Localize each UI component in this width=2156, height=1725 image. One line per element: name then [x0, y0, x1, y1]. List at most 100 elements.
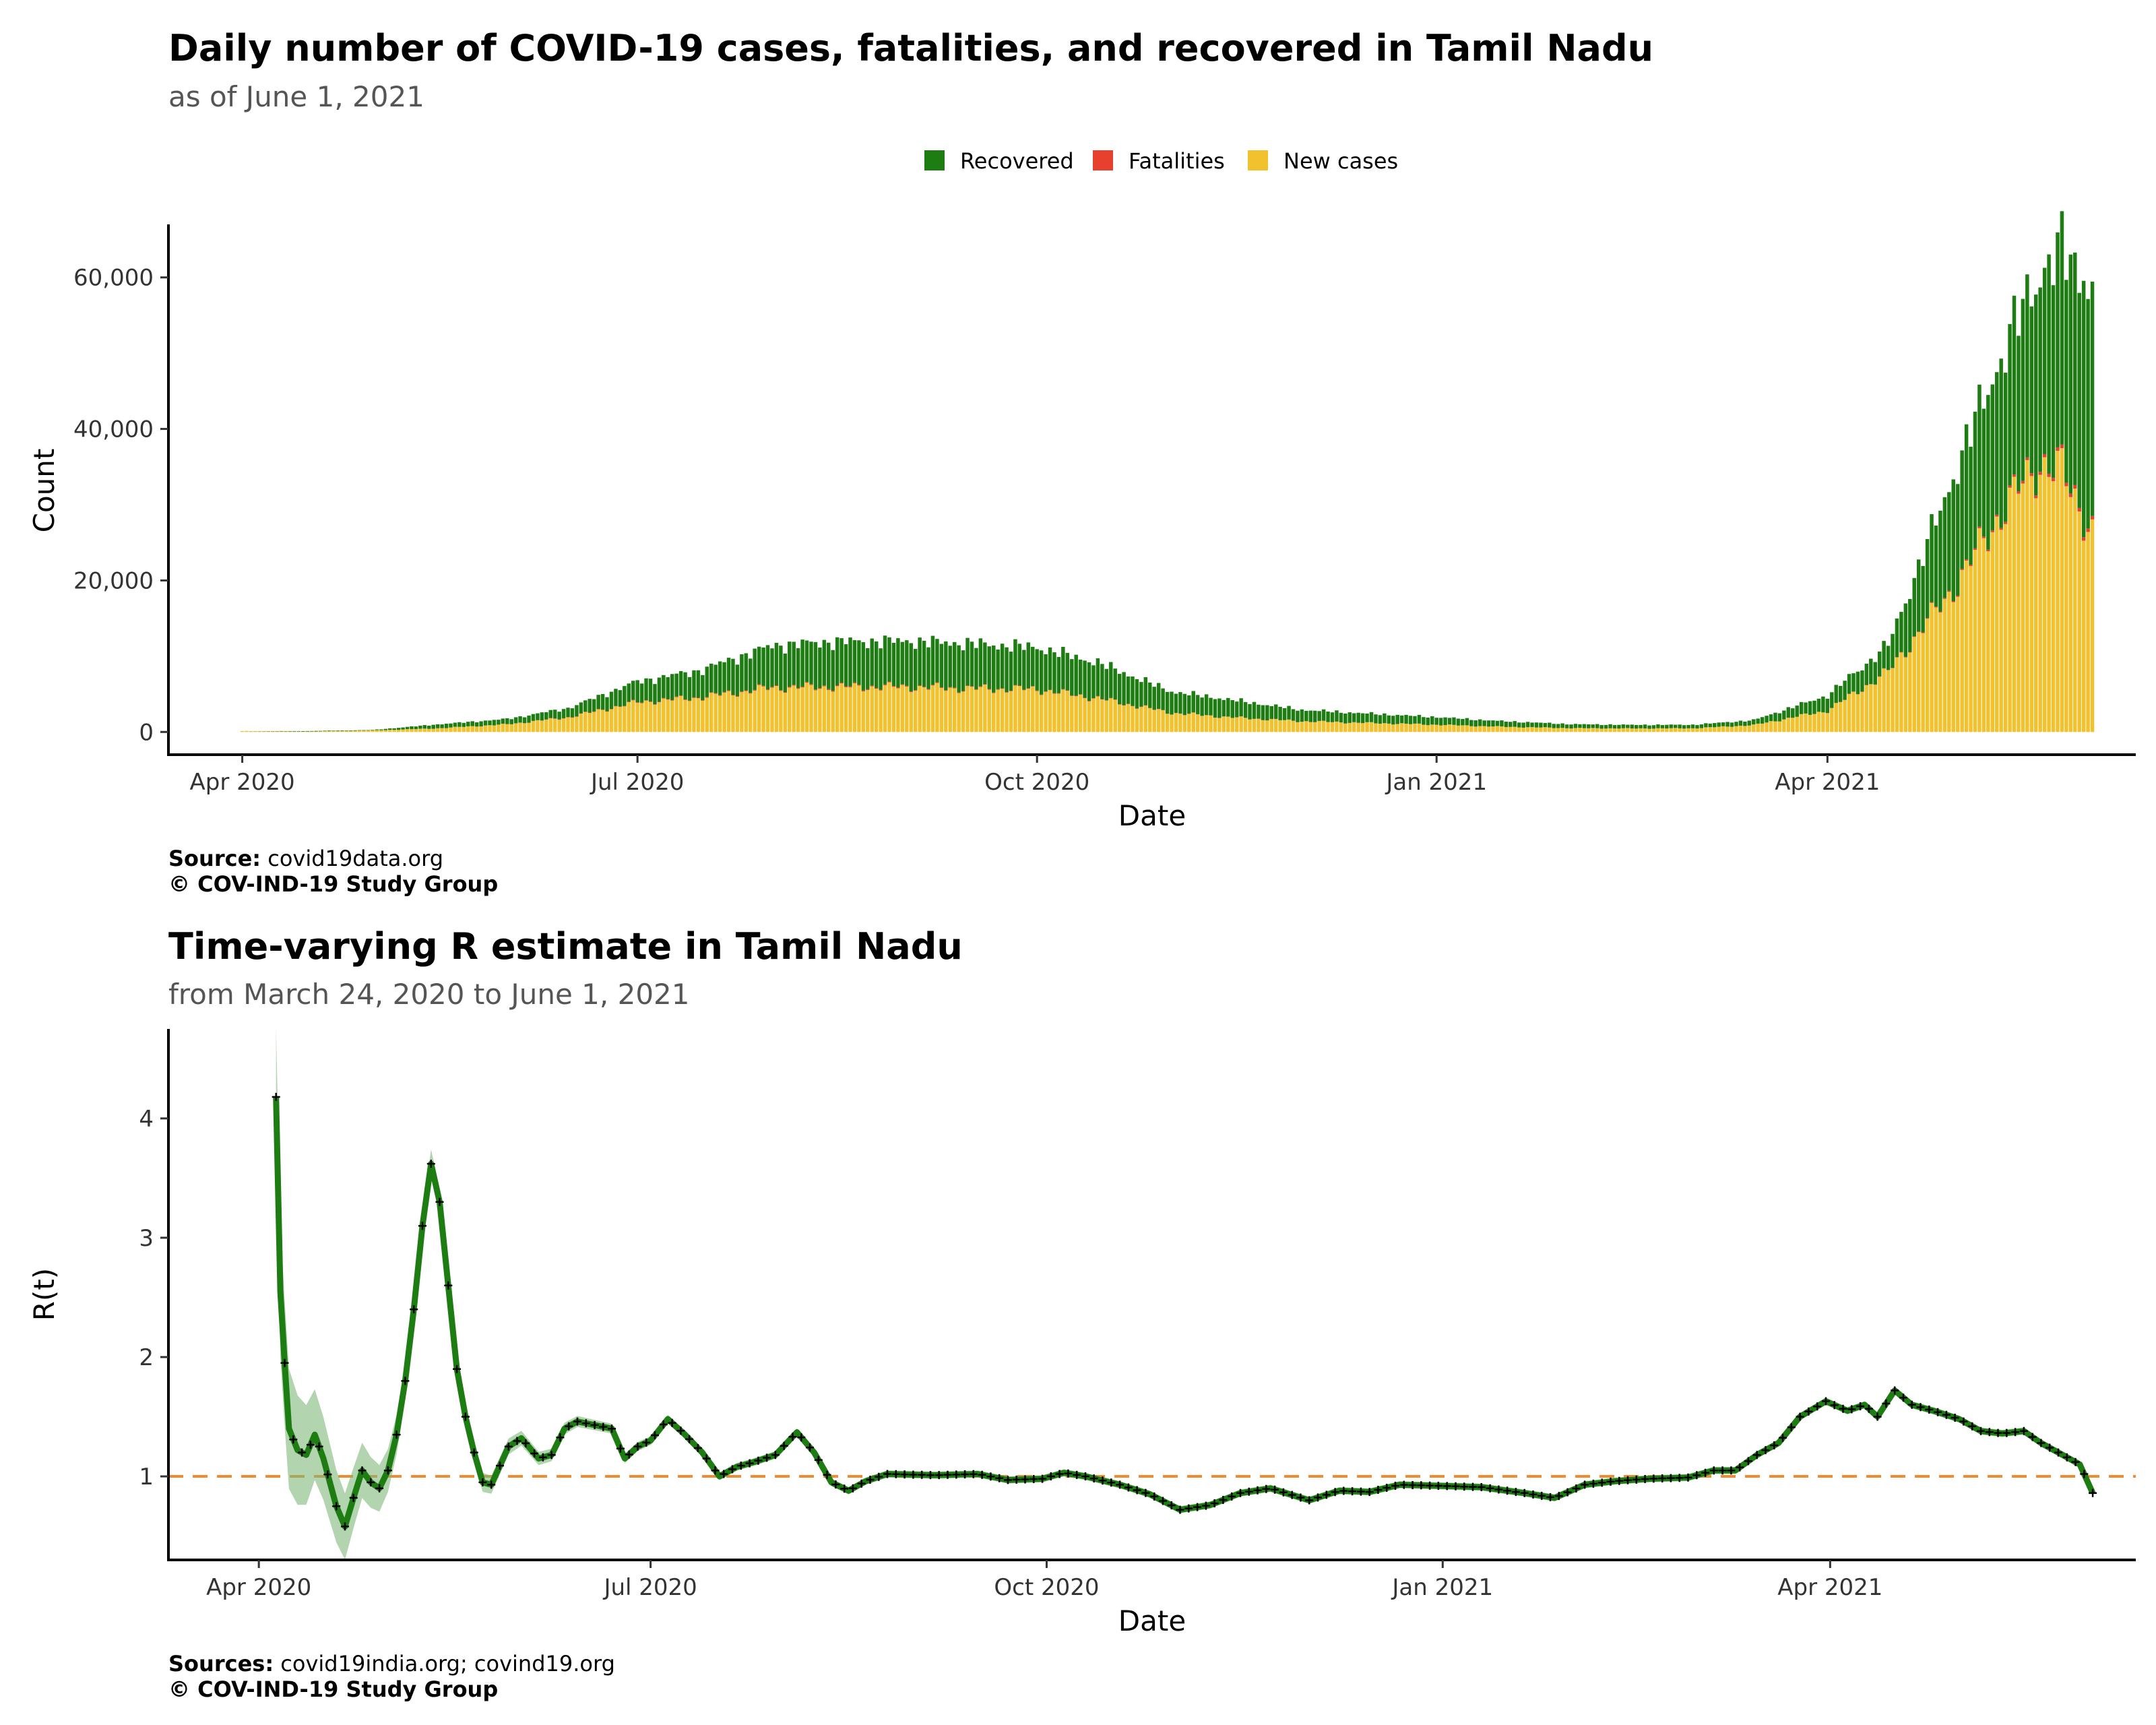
- r-point-marker: [1796, 1412, 1804, 1421]
- bar-recovered: [1013, 639, 1017, 685]
- bar-recovered: [1039, 650, 1044, 695]
- bar-recovered: [1912, 577, 1916, 637]
- bar-new-cases: [701, 700, 705, 732]
- r-point-marker: [736, 1462, 745, 1470]
- bar-new-cases: [827, 690, 831, 732]
- bar-new-cases: [609, 709, 614, 732]
- r-point-marker: [1632, 1475, 1641, 1484]
- bar-new-cases: [644, 700, 648, 732]
- bar-new-cases: [1317, 721, 1321, 732]
- bar-fatalities: [818, 688, 822, 689]
- bar-recovered: [1973, 411, 1977, 548]
- bar-fatalities: [1026, 688, 1031, 689]
- bar-fatalities: [2012, 474, 2017, 477]
- bar-recovered: [348, 730, 353, 731]
- bar-recovered: [709, 663, 714, 693]
- bar-new-cases: [1044, 691, 1048, 732]
- r-point-marker: [797, 1433, 806, 1442]
- bar-new-cases: [1564, 728, 1569, 732]
- bar-new-cases: [852, 683, 857, 732]
- bar-recovered: [544, 712, 548, 720]
- bar-new-cases: [1647, 728, 1651, 732]
- bar-new-cases: [1321, 720, 1326, 732]
- r-point-marker: [1511, 1488, 1520, 1497]
- bar-fatalities: [2025, 457, 2029, 460]
- bar-fatalities: [1895, 657, 1899, 658]
- bar-new-cases: [983, 685, 987, 732]
- bar-new-cases: [944, 691, 948, 732]
- bar-new-cases: [726, 691, 731, 732]
- bar-recovered: [653, 684, 657, 705]
- bar-recovered: [1587, 724, 1591, 728]
- bar-new-cases: [813, 690, 818, 732]
- r-point-marker: [289, 1435, 298, 1444]
- bar-new-cases: [318, 731, 323, 732]
- bar-recovered: [2029, 306, 2034, 474]
- bar-recovered: [583, 700, 588, 712]
- bar-fatalities: [1091, 698, 1096, 699]
- bar-fatalities: [644, 700, 648, 701]
- bar-new-cases: [965, 686, 970, 732]
- bar-new-cases: [388, 730, 392, 732]
- bar-recovered: [1955, 484, 1960, 596]
- r-point-marker: [306, 1441, 315, 1449]
- bar-recovered: [1312, 710, 1317, 722]
- bar-recovered: [1339, 712, 1343, 723]
- r-point-marker: [1141, 1488, 1150, 1497]
- r-point-marker: [332, 1502, 341, 1511]
- bar-new-cases: [635, 702, 639, 732]
- bar-recovered: [740, 654, 744, 692]
- r-point-marker: [1046, 1472, 1055, 1480]
- bar-recovered: [1612, 725, 1617, 729]
- bar-new-cases: [1908, 652, 1912, 732]
- bar-fatalities: [1934, 606, 1938, 608]
- r-point-marker: [556, 1433, 565, 1442]
- x-tick-label: Jan 2021: [1391, 1574, 1493, 1601]
- bar-new-cases: [757, 685, 761, 732]
- bar-new-cases: [2081, 540, 2086, 732]
- bar-recovered: [1365, 714, 1369, 722]
- bar-new-cases: [266, 731, 270, 732]
- bar-new-cases: [687, 701, 692, 732]
- bar-new-cases: [1182, 715, 1187, 732]
- bar-new-cases: [262, 731, 266, 732]
- bar-recovered: [614, 689, 618, 706]
- bar-recovered: [783, 653, 788, 693]
- chart-1-source-label: Source:: [168, 846, 261, 871]
- r-point-marker: [1968, 1422, 1977, 1431]
- r-point-marker: [1641, 1475, 1649, 1483]
- bar-recovered: [466, 722, 470, 726]
- bar-new-cases: [800, 687, 804, 732]
- bar-new-cases: [1352, 722, 1356, 732]
- bar-fatalities: [939, 687, 944, 688]
- bar-new-cases: [1669, 728, 1674, 732]
- bar-recovered: [1383, 713, 1387, 724]
- bar-new-cases: [970, 687, 974, 732]
- bar-recovered: [1087, 662, 1091, 701]
- x-tick-label: Jul 2020: [602, 1574, 697, 1601]
- r-point-marker: [685, 1435, 694, 1443]
- bar-recovered: [1070, 659, 1074, 696]
- bar-recovered: [1404, 714, 1408, 724]
- bar-recovered: [1000, 644, 1005, 689]
- bar-fatalities: [1048, 689, 1052, 691]
- bar-new-cases: [1730, 726, 1734, 732]
- bar-new-cases: [1100, 699, 1104, 732]
- bar-new-cases: [1799, 714, 1804, 732]
- bar-recovered: [1877, 651, 1882, 677]
- bar-recovered: [401, 727, 405, 730]
- r-point-marker: [513, 1437, 521, 1445]
- r-point-marker: [1520, 1488, 1529, 1497]
- bar-recovered: [788, 641, 792, 687]
- r-point-marker: [1546, 1493, 1554, 1501]
- bar-recovered: [1374, 714, 1378, 724]
- bar-recovered: [913, 648, 918, 691]
- bar-new-cases: [1061, 689, 1065, 732]
- bar-new-cases: [548, 718, 552, 732]
- bar-recovered: [957, 645, 961, 693]
- r-point-marker: [1684, 1473, 1692, 1482]
- bar-new-cases: [1104, 700, 1109, 732]
- bar-fatalities: [891, 685, 896, 687]
- r-point-marker: [616, 1444, 625, 1453]
- bar-recovered: [431, 724, 435, 729]
